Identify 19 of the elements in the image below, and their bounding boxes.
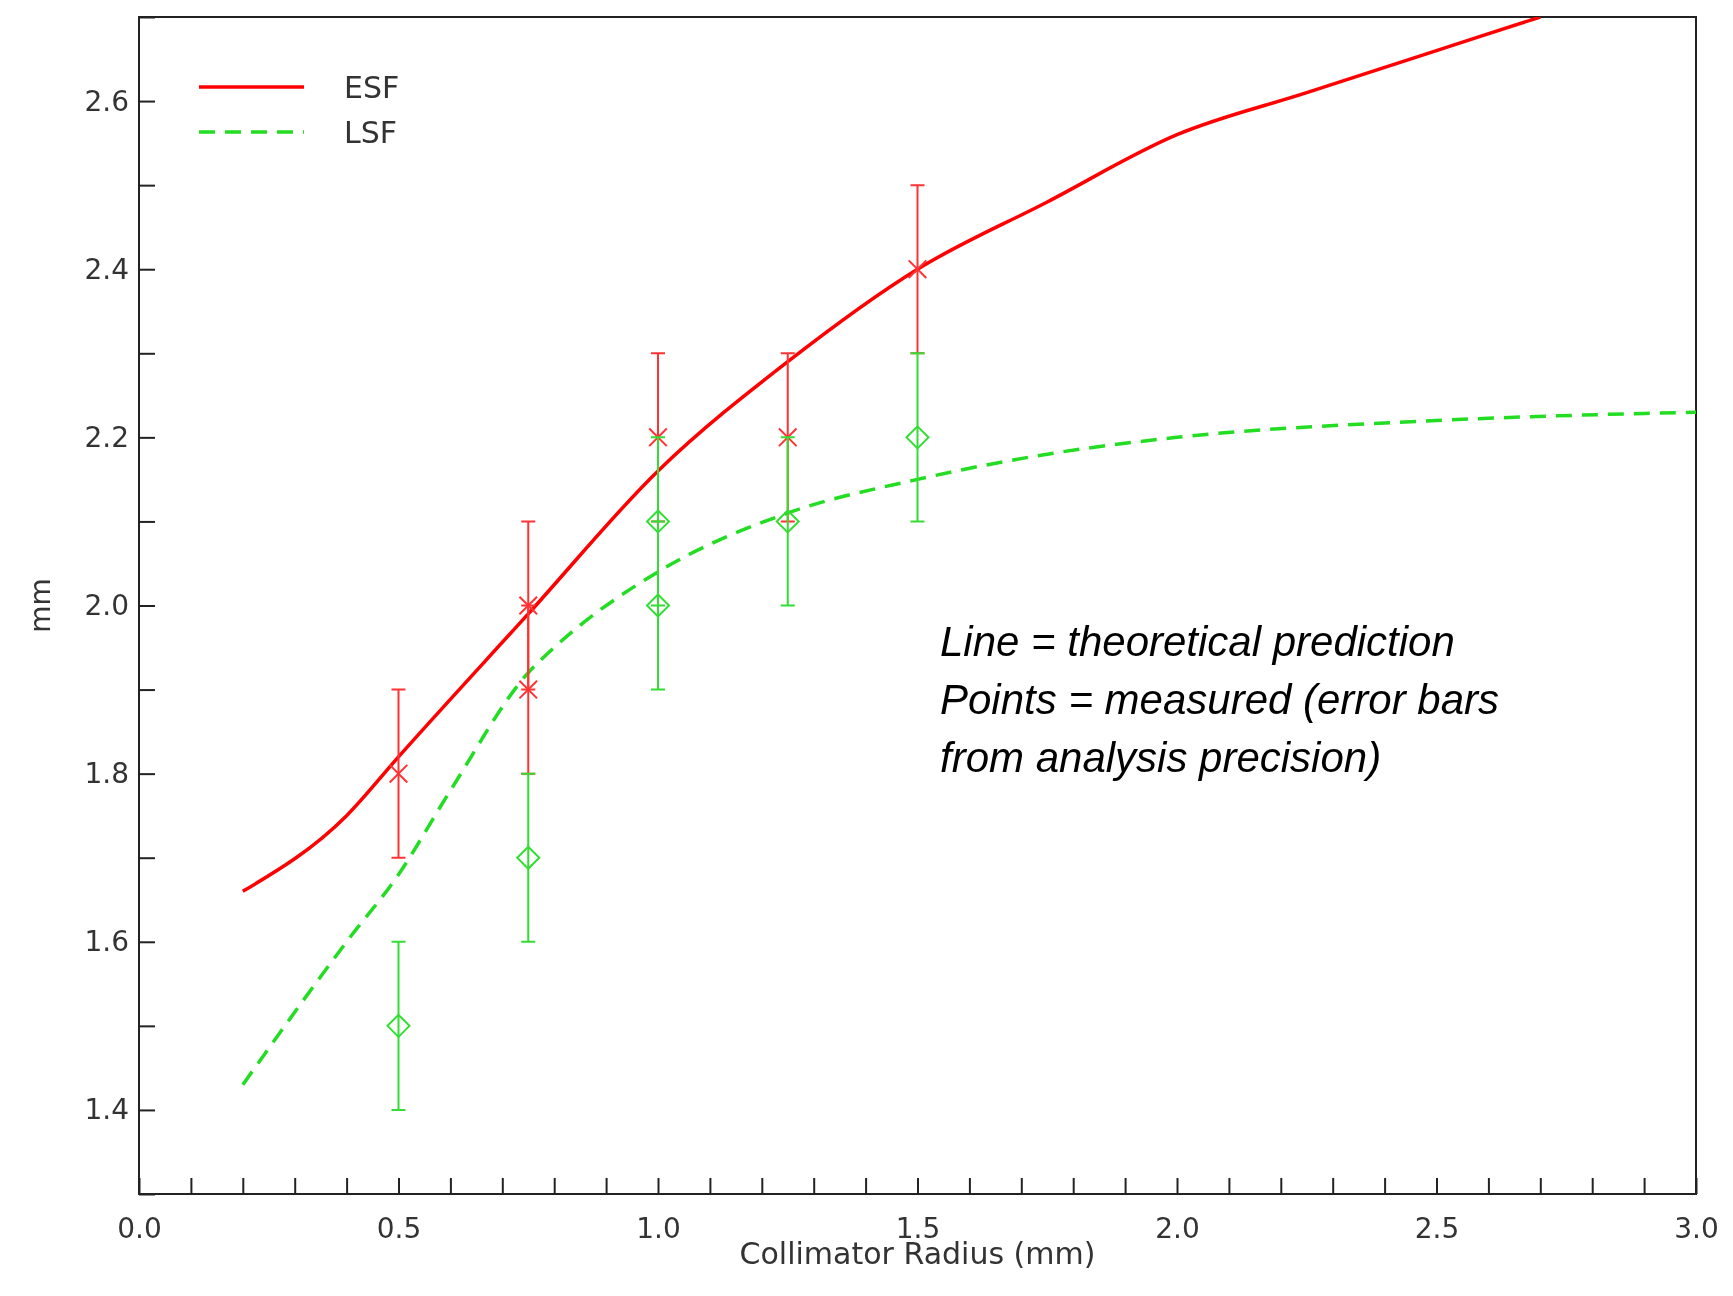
annotation: Line = theoretical prediction xyxy=(940,618,1455,665)
annotation: Points = measured (error bars xyxy=(940,676,1500,723)
legend-label: ESF xyxy=(344,70,400,105)
x-tick-label: 2.0 xyxy=(1155,1211,1200,1245)
y-tick-label: 2.2 xyxy=(84,420,129,454)
legend-label: LSF xyxy=(344,115,398,150)
y-tick-label: 1.4 xyxy=(84,1093,129,1127)
x-tick-label: 1.0 xyxy=(636,1211,681,1245)
y-tick-label: 2.6 xyxy=(84,84,129,118)
y-tick-label: 1.8 xyxy=(84,757,129,791)
x-tick-label: 2.5 xyxy=(1414,1211,1460,1245)
y-axis-title: mm xyxy=(24,578,57,633)
x-tick-label: 0.0 xyxy=(117,1211,162,1245)
annotation: from analysis precision) xyxy=(940,734,1382,781)
y-tick-label: 2.4 xyxy=(84,252,129,286)
x-tick-label: 3.0 xyxy=(1674,1211,1719,1245)
x-tick-label: 0.5 xyxy=(376,1211,422,1245)
y-tick-label: 1.6 xyxy=(84,925,129,959)
y-tick-label: 2.0 xyxy=(84,588,129,622)
